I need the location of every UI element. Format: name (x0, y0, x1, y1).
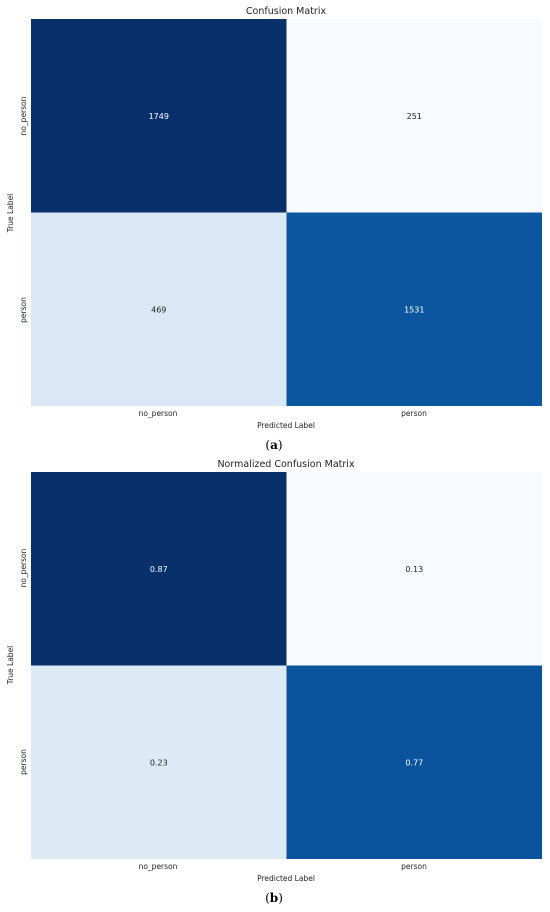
chart-a-xtick-0: no_person (139, 409, 178, 418)
panel-a: Confusion Matrix 1749 251 469 1531 no_perso… (6, 6, 542, 452)
chart-b-ylabel: True Label (6, 646, 15, 686)
chart-b-ytick-0: no_person (19, 548, 28, 587)
chart-b-xtick-0: no_person (139, 862, 178, 871)
chart-a-cell-0-0 (31, 19, 287, 213)
chart-b-cell-1-0 (31, 665, 287, 859)
chart-b-cell-label-0-1: 0.13 (405, 565, 423, 574)
caption-a: (a) (265, 438, 282, 452)
chart-a-cell-1-1 (286, 212, 542, 406)
chart-a-cell-1-0 (31, 212, 287, 406)
chart-b-cell-label-1-1: 0.77 (405, 758, 423, 767)
chart-a-xlabel: Predicted Label (257, 421, 315, 430)
chart-a-cell-label-0-0: 1749 (149, 112, 169, 121)
chart-a-ytick-0: no_person (19, 96, 28, 135)
caption-b-letter: b (270, 891, 278, 905)
chart-a-cells: 1749 251 469 1531 (31, 19, 542, 406)
chart-b-cells: 0.87 0.13 0.23 0.77 (31, 472, 542, 859)
chart-a-ytick-1: person (19, 297, 28, 323)
chart-b-ytick-1: person (19, 749, 28, 775)
panel-b: Normalized Confusion Matrix 0.87 0.13 0.23… (6, 459, 542, 905)
chart-a-title: Confusion Matrix (246, 6, 327, 17)
chart-b-cell-label-0-0: 0.87 (150, 565, 168, 574)
chart-b-cell-1-1 (286, 665, 542, 859)
chart-b-xlabel: Predicted Label (257, 874, 315, 883)
chart-a-cell-label-1-0: 469 (151, 305, 166, 314)
chart-a-cell-label-0-1: 251 (407, 112, 422, 121)
chart-a-ylabel: True Label (6, 194, 15, 234)
chart-a-cell-0-1 (286, 19, 542, 213)
caption-b: (b) (265, 891, 283, 905)
chart-b-cell-0-0 (31, 472, 287, 666)
chart-b-cell-label-1-0: 0.23 (150, 758, 168, 767)
chart-b-xtick-1: person (401, 862, 427, 871)
chart-a-cell-label-1-1: 1531 (404, 305, 424, 314)
chart-b-cell-0-1 (286, 472, 542, 666)
chart-a-xtick-1: person (401, 409, 427, 418)
chart-b-title: Normalized Confusion Matrix (217, 459, 354, 470)
caption-a-letter: a (270, 438, 278, 452)
